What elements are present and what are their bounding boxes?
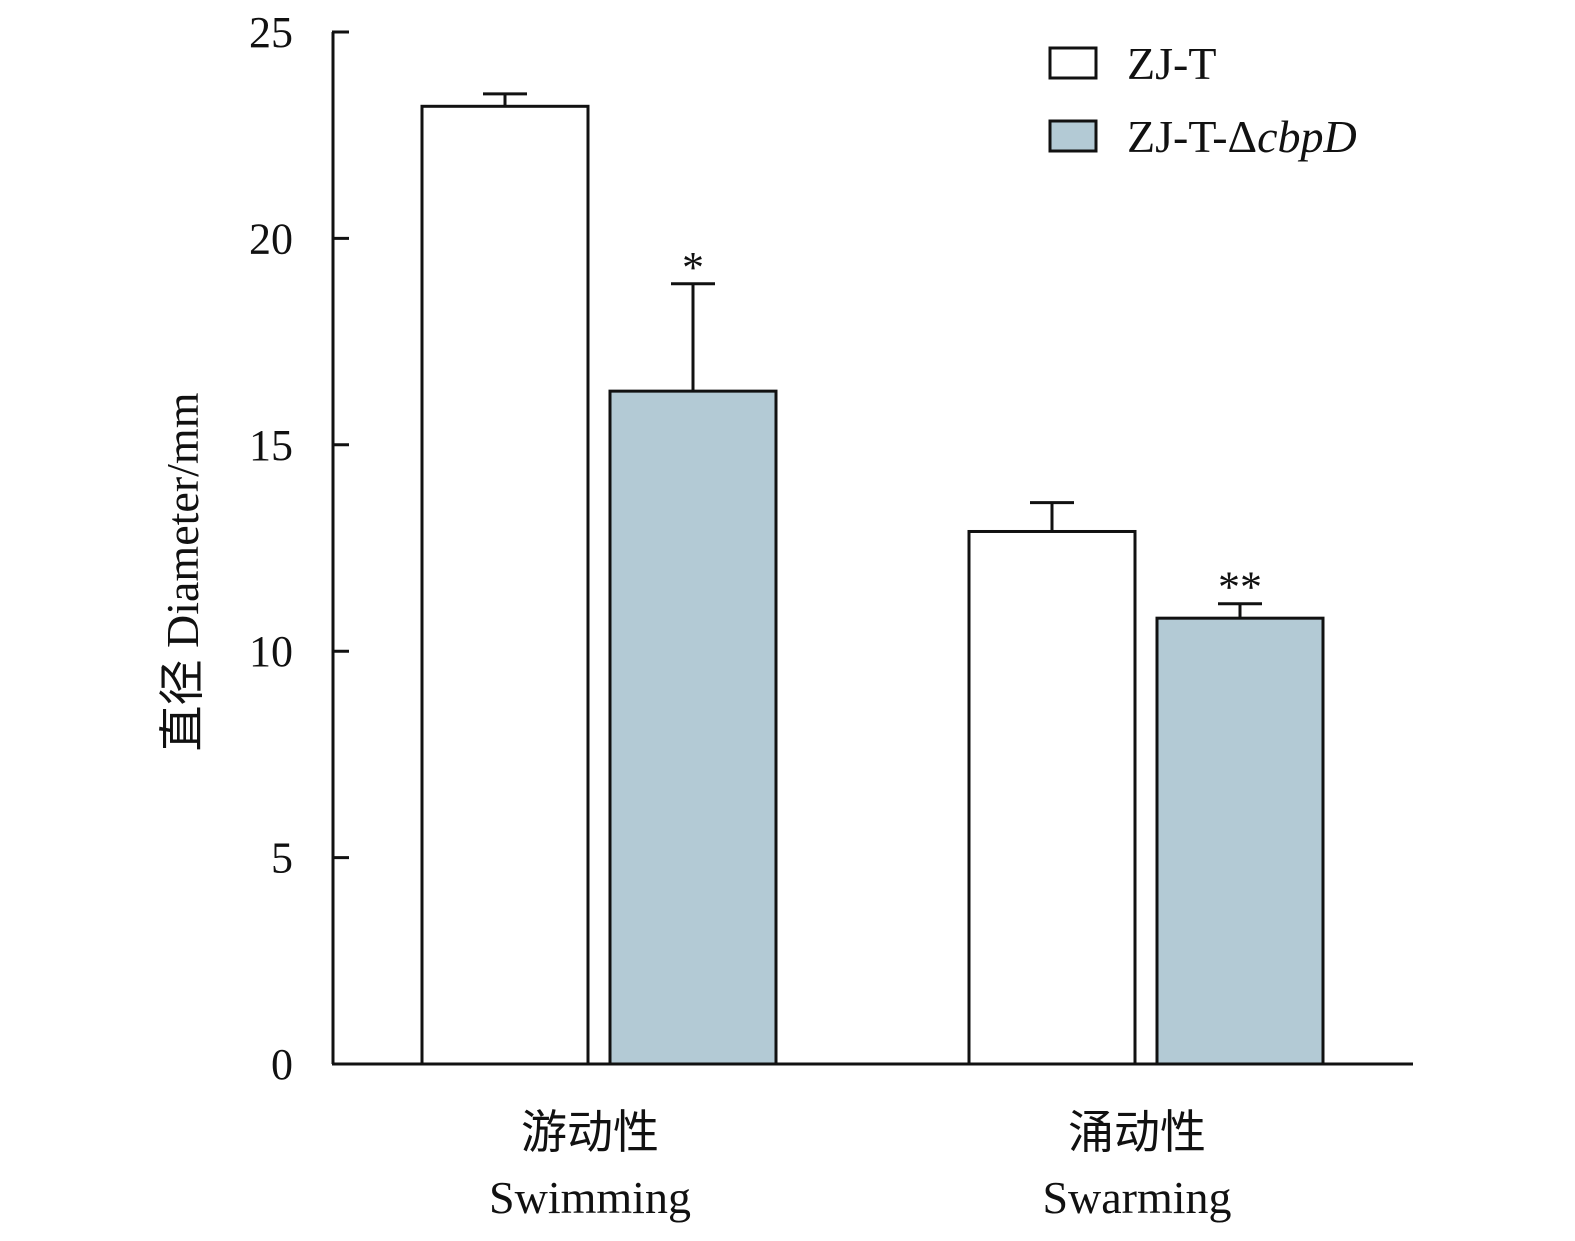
bar bbox=[967, 529, 1137, 1066]
legend-label-part: cbpD bbox=[1257, 111, 1357, 162]
y-tick-label: 5 bbox=[271, 834, 293, 883]
x-category-label-zh: 游动性 bbox=[521, 1107, 659, 1158]
legend-swatch bbox=[1048, 46, 1098, 80]
x-category-label-en: Swimming bbox=[489, 1172, 691, 1223]
x-category-label-zh: 涌动性 bbox=[1068, 1107, 1206, 1158]
legend-label: ZJ-T-ΔcbpD bbox=[1127, 111, 1357, 162]
legend-label-part: ZJ-T bbox=[1127, 38, 1216, 89]
y-tick-label: 25 bbox=[249, 8, 293, 57]
y-tick-label: 10 bbox=[249, 627, 293, 676]
bar bbox=[420, 104, 590, 1066]
legend-label: ZJ-T bbox=[1127, 38, 1216, 89]
y-tick-label: 15 bbox=[249, 421, 293, 470]
bars: *** bbox=[420, 92, 1325, 1066]
bar bbox=[1155, 616, 1325, 1066]
significance-marker: ** bbox=[1218, 563, 1262, 612]
significance-marker: * bbox=[682, 243, 704, 292]
y-ticks: 0 5 10 15 20 25 bbox=[249, 8, 349, 1089]
y-axis-label: 直径 Diameter/mm bbox=[157, 392, 208, 751]
bar bbox=[608, 389, 778, 1066]
y-tick-label: 20 bbox=[249, 214, 293, 263]
legend-label-part: ZJ-T-Δ bbox=[1127, 111, 1257, 162]
x-category-label-en: Swarming bbox=[1042, 1172, 1231, 1223]
legend: ZJ-T ZJ-T-ΔcbpD bbox=[1048, 38, 1357, 162]
legend-swatch bbox=[1048, 119, 1098, 153]
y-tick-label: 0 bbox=[271, 1040, 293, 1089]
x-categories: 游动性 Swimming 涌动性 Swarming bbox=[489, 1107, 1232, 1223]
